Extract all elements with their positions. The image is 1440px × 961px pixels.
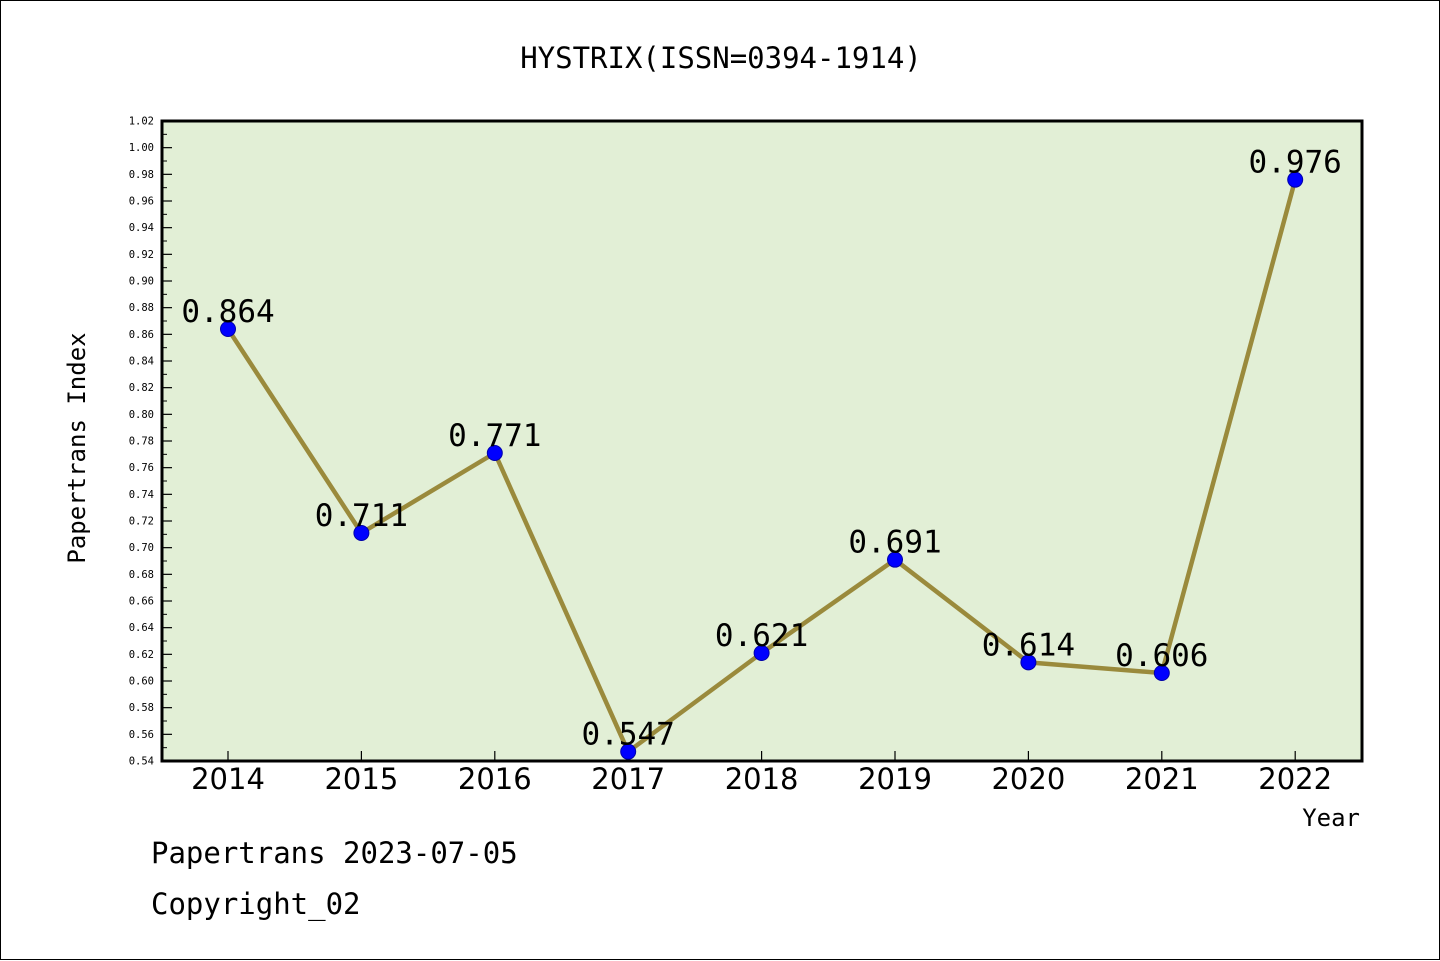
x-tick-label: 2015: [324, 762, 398, 796]
data-label: 0.614: [982, 627, 1075, 663]
y-tick-label: 0.96: [129, 196, 154, 208]
y-tick-label: 0.84: [129, 356, 154, 368]
y-tick-label: 0.58: [129, 702, 154, 714]
data-label: 0.691: [848, 525, 941, 561]
data-label: 0.771: [448, 418, 541, 454]
y-axis-label: Papertrans Index: [63, 332, 91, 563]
y-axis: 0.54 0.56 0.58 0.60 0.62 0.64 0.66 0.68 0.70 0.72…: [129, 116, 172, 768]
x-axis: 2014 2015 2016 2017 2018 2019 2020 2021 2022: [191, 751, 1332, 796]
x-tick-label: 2021: [1125, 762, 1199, 796]
y-tick-label: 0.92: [129, 249, 154, 261]
y-tick-label: 0.62: [129, 649, 154, 661]
y-tick-label: 0.64: [129, 622, 154, 634]
x-axis-label: Year: [1302, 804, 1360, 832]
data-point: [1020, 654, 1037, 671]
chart-title: HYSTRIX(ISSN=0394-1914): [520, 41, 922, 75]
x-tick-label: 2016: [458, 762, 532, 796]
y-tick-label: 0.56: [129, 729, 154, 741]
plot-frame: [160, 119, 1364, 763]
x-tick-label: 2017: [591, 762, 665, 796]
y-tick-label: 0.70: [129, 542, 154, 554]
data-label: 0.621: [715, 618, 808, 654]
data-labels: 0.864 0.711 0.771 0.547 0.621 0.691 0.614 0.606…: [181, 145, 1342, 753]
y-tick-label: 0.60: [129, 676, 154, 688]
footer-date: Papertrans 2023-07-05: [151, 836, 518, 870]
y-tick-label: 0.54: [129, 756, 154, 768]
data-point: [1153, 665, 1170, 681]
data-label: 0.711: [315, 498, 408, 534]
data-label: 0.606: [1115, 638, 1208, 674]
x-tick-label: 2022: [1258, 762, 1332, 796]
y-tick-label: 0.78: [129, 436, 154, 448]
x-tick-label: 2014: [191, 762, 265, 796]
data-point: [220, 321, 236, 337]
x-tick-label: 2019: [858, 762, 932, 796]
y-tick-label: 0.90: [129, 276, 154, 288]
data-label: 0.976: [1249, 145, 1342, 181]
y-tick-label: 0.74: [129, 489, 154, 501]
y-tick-label: 0.66: [129, 596, 154, 608]
data-point: [486, 445, 503, 461]
y-tick-label: 0.88: [129, 302, 154, 314]
x-tick-label: 2018: [725, 762, 799, 796]
y-tick-label: 0.86: [129, 329, 154, 341]
x-tick-label: 2020: [991, 762, 1065, 796]
data-label: 0.547: [582, 717, 675, 753]
y-tick-label: 1.02: [129, 116, 154, 128]
data-point: [353, 525, 370, 541]
y-tick-label: 0.94: [129, 222, 154, 234]
data-points: [220, 171, 1304, 760]
data-point: [620, 743, 637, 760]
y-tick-label: 0.76: [129, 462, 154, 474]
y-tick-label: 0.82: [129, 382, 154, 394]
data-point: [753, 645, 770, 661]
y-tick-label: 0.98: [129, 169, 154, 181]
footer-copyright: Copyright_02: [151, 887, 361, 922]
data-point: [1287, 171, 1304, 188]
data-label: 0.864: [181, 294, 274, 330]
y-tick-label: 0.68: [129, 569, 154, 581]
y-tick-label: 0.72: [129, 516, 154, 528]
y-tick-label: 1.00: [129, 142, 154, 154]
data-point: [887, 551, 903, 568]
y-tick-label: 0.80: [129, 409, 154, 421]
